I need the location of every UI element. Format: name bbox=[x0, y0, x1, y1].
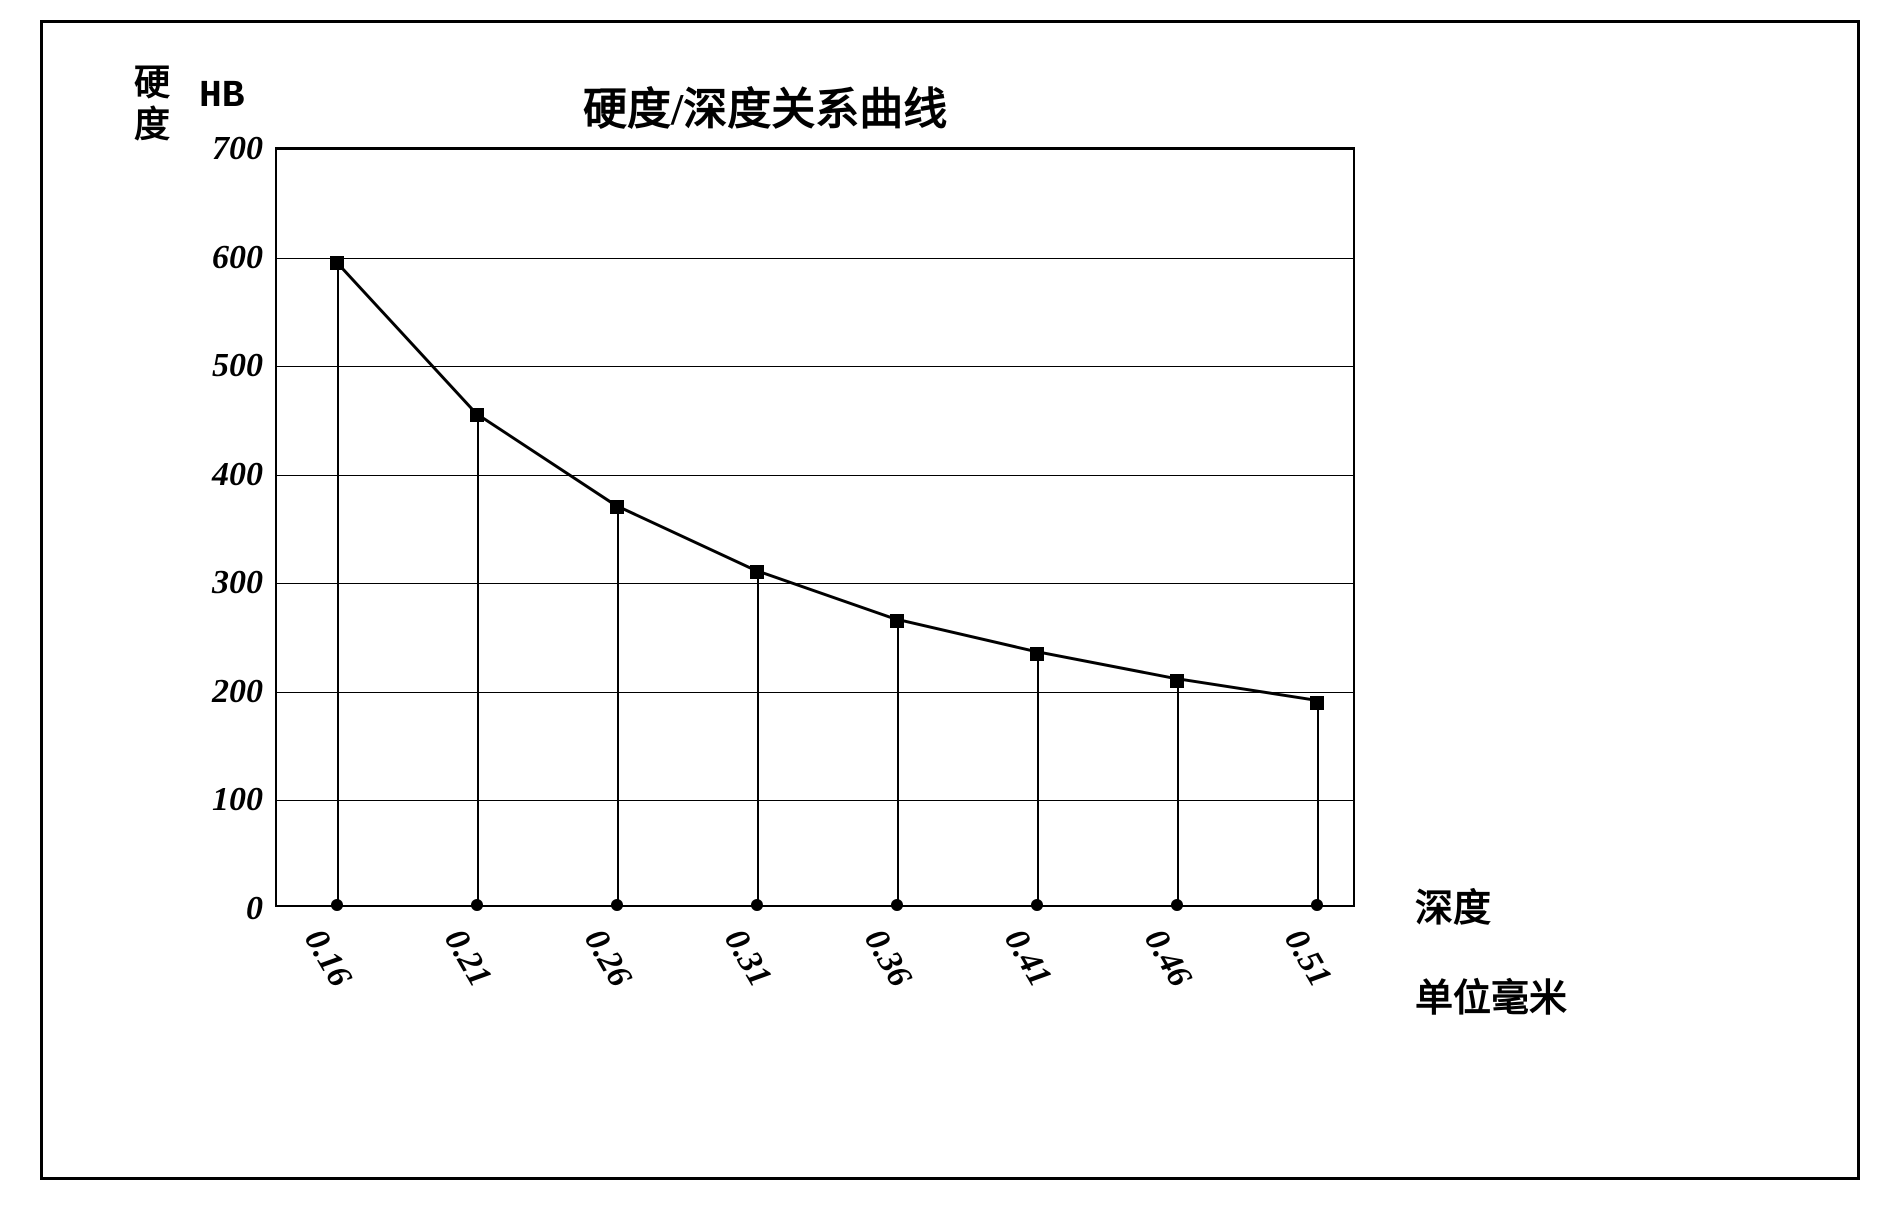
x-axis-title: 深度 bbox=[1415, 877, 1491, 932]
base-marker bbox=[331, 899, 343, 911]
base-marker bbox=[611, 899, 623, 911]
base-marker bbox=[1311, 899, 1323, 911]
gridline bbox=[277, 800, 1353, 801]
y-tick-label: 0 bbox=[246, 890, 263, 928]
data-marker bbox=[1310, 696, 1324, 710]
y-tick-label: 400 bbox=[212, 456, 263, 494]
drop-line bbox=[757, 568, 759, 905]
drop-line bbox=[617, 503, 619, 905]
drop-line bbox=[337, 259, 339, 905]
data-marker bbox=[470, 408, 484, 422]
y-tick-label: 600 bbox=[212, 239, 263, 277]
data-marker bbox=[610, 500, 624, 514]
x-tick-label: 0.26 bbox=[576, 923, 639, 994]
chart-title: 硬度/深度关系曲线 bbox=[583, 73, 947, 137]
drop-line bbox=[1037, 650, 1039, 905]
x-tick-label: 0.21 bbox=[436, 923, 499, 994]
gridline bbox=[277, 475, 1353, 476]
base-marker bbox=[891, 899, 903, 911]
gridline bbox=[277, 258, 1353, 259]
x-tick-label: 0.31 bbox=[716, 923, 779, 994]
drop-line bbox=[897, 617, 899, 905]
y-tick-label: 100 bbox=[212, 781, 263, 819]
data-marker bbox=[1170, 674, 1184, 688]
data-marker bbox=[1030, 647, 1044, 661]
chart-frame: 硬度 HB 硬度/深度关系曲线 01002003004005006007000.… bbox=[40, 20, 1860, 1180]
x-tick-label: 0.46 bbox=[1136, 923, 1199, 994]
y-tick-label: 700 bbox=[212, 130, 263, 168]
x-tick-label: 0.36 bbox=[856, 923, 919, 994]
data-marker bbox=[890, 614, 904, 628]
base-marker bbox=[1171, 899, 1183, 911]
gridline bbox=[277, 149, 1353, 150]
y-axis-unit: HB bbox=[199, 75, 245, 118]
data-line bbox=[277, 149, 1353, 905]
plot-area: 01002003004005006007000.160.210.260.310.… bbox=[275, 147, 1355, 907]
drop-line bbox=[477, 411, 479, 905]
gridline bbox=[277, 692, 1353, 693]
x-tick-label: 0.41 bbox=[996, 923, 1059, 994]
data-marker bbox=[330, 256, 344, 270]
base-marker bbox=[751, 899, 763, 911]
base-marker bbox=[1031, 899, 1043, 911]
series-line bbox=[337, 262, 1313, 699]
base-marker bbox=[471, 899, 483, 911]
y-tick-label: 300 bbox=[212, 564, 263, 602]
y-axis-title: 硬度 bbox=[123, 63, 175, 147]
data-marker bbox=[750, 565, 764, 579]
x-axis-unit: 单位毫米 bbox=[1415, 967, 1567, 1022]
x-tick-label: 0.16 bbox=[296, 923, 359, 994]
x-tick-label: 0.51 bbox=[1276, 923, 1339, 994]
y-tick-label: 500 bbox=[212, 347, 263, 385]
drop-line bbox=[1177, 677, 1179, 905]
y-tick-label: 200 bbox=[212, 673, 263, 711]
gridline bbox=[277, 583, 1353, 584]
gridline bbox=[277, 366, 1353, 367]
drop-line bbox=[1317, 699, 1319, 905]
